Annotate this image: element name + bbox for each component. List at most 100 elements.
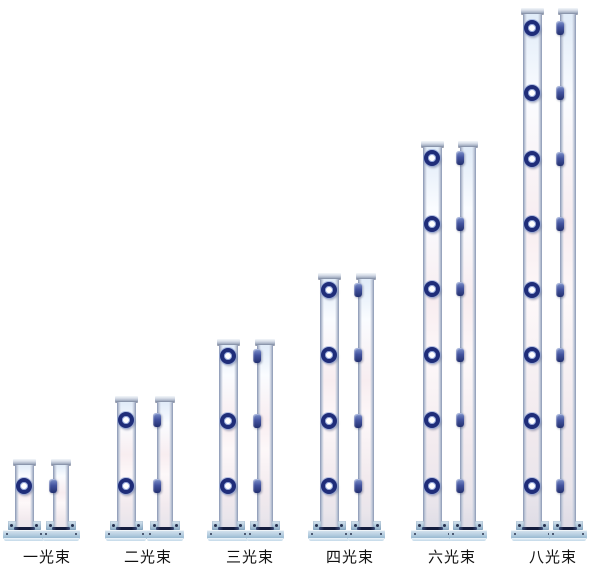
beam-lens-icon [424, 216, 440, 232]
front-post-base [411, 520, 453, 541]
beam-lens-icon [424, 281, 440, 297]
beam-window-side-icon [253, 349, 261, 363]
screw-dot [112, 524, 115, 527]
post-body [257, 345, 273, 534]
base-bracket-ear [440, 521, 449, 530]
beam-lens-icon [524, 216, 540, 232]
post-body [460, 147, 476, 534]
beam-lens-icon [424, 478, 440, 494]
base-bracket-ear [475, 521, 483, 530]
side-post-base [347, 520, 385, 541]
beam-window-side-icon [253, 414, 261, 428]
post-top-cap [155, 396, 175, 402]
beam-window-side-icon [153, 413, 161, 427]
post-bottom-bar [115, 527, 137, 530]
front-post-base [207, 520, 249, 541]
base-plate-edge [4, 538, 44, 541]
base-plate-edge [348, 538, 384, 541]
base-plate-edge [450, 538, 486, 541]
screw-dot [577, 524, 581, 527]
sensor-post-front-view [520, 8, 544, 534]
front-post-base [511, 520, 553, 541]
base-bracket-ear [150, 521, 158, 530]
post-bottom-bar [156, 527, 174, 530]
beam-lens-icon [524, 282, 540, 298]
beam-lens-icon [524, 85, 540, 101]
beam-lens-icon [424, 150, 440, 166]
post-top-cap [114, 396, 138, 402]
sensor-post-side-view [49, 459, 71, 534]
screw-dot [137, 524, 140, 527]
base-plate-edge [412, 538, 452, 541]
beam-window-side-icon [556, 86, 564, 100]
beam-window-side-icon [456, 282, 464, 296]
post-body [116, 402, 136, 534]
beam-window-side-icon [556, 479, 564, 493]
post-top-cap [420, 141, 444, 147]
screw-dot [340, 524, 343, 527]
beam-window-side-icon [556, 348, 564, 362]
screw-dot [214, 524, 217, 527]
screw-dot [252, 524, 256, 527]
sensor-post-side-view [456, 141, 478, 534]
beam-window-side-icon [556, 21, 564, 35]
product-label: 六光束 [427, 548, 476, 566]
product-label: 四光束 [325, 548, 374, 566]
post-body [157, 402, 173, 534]
beam-window-side-icon [354, 283, 362, 297]
sensor-post-front-view [317, 273, 341, 534]
beam-lens-icon [220, 413, 236, 429]
screw-dot [555, 524, 559, 527]
post-top-cap [558, 8, 578, 14]
screw-dot [315, 524, 318, 527]
post-bottom-bar [559, 527, 577, 530]
product-label: 一光束 [22, 548, 71, 566]
beam-lens-icon [424, 347, 440, 363]
post-body [522, 14, 542, 534]
beam-lens-icon [220, 348, 236, 364]
sensor-post-front-view [114, 396, 138, 534]
screw-dot [239, 524, 242, 527]
beam-lens-icon [321, 413, 337, 429]
sensor-post-side-view [556, 8, 578, 534]
screw-dot [152, 524, 156, 527]
post-top-cap [356, 273, 376, 279]
screw-dot [48, 524, 52, 527]
product-label: 八光束 [528, 548, 577, 566]
post-top-cap [12, 459, 36, 465]
screw-dot [375, 524, 379, 527]
screw-dot [70, 524, 74, 527]
base-bracket-ear [134, 521, 143, 530]
post-top-cap [458, 141, 478, 147]
beam-lens-icon [524, 413, 540, 429]
sensor-post-side-view [354, 273, 376, 534]
side-post-base [246, 520, 284, 541]
post-bottom-bar [521, 527, 543, 530]
beam-window-side-icon [456, 217, 464, 231]
screw-dot [418, 524, 421, 527]
screw-dot [353, 524, 357, 527]
screw-dot [455, 524, 459, 527]
beam-lens-icon [321, 347, 337, 363]
beam-lens-icon [16, 478, 32, 494]
screw-dot [477, 524, 481, 527]
base-bracket-ear [236, 521, 245, 530]
post-body [319, 279, 339, 534]
beam-window-side-icon [354, 414, 362, 428]
post-top-cap [51, 459, 71, 465]
beam-window-side-icon [354, 479, 362, 493]
base-plate [246, 530, 284, 539]
beam-window-side-icon [556, 283, 564, 297]
post-bottom-bar [357, 527, 375, 530]
base-plate-edge [247, 538, 283, 541]
post-bottom-bar [13, 527, 35, 530]
base-bracket-ear [32, 521, 41, 530]
screw-dot [543, 524, 546, 527]
sensor-post-front-view [420, 141, 444, 534]
post-bottom-bar [318, 527, 340, 530]
base-bracket-ear [373, 521, 381, 530]
